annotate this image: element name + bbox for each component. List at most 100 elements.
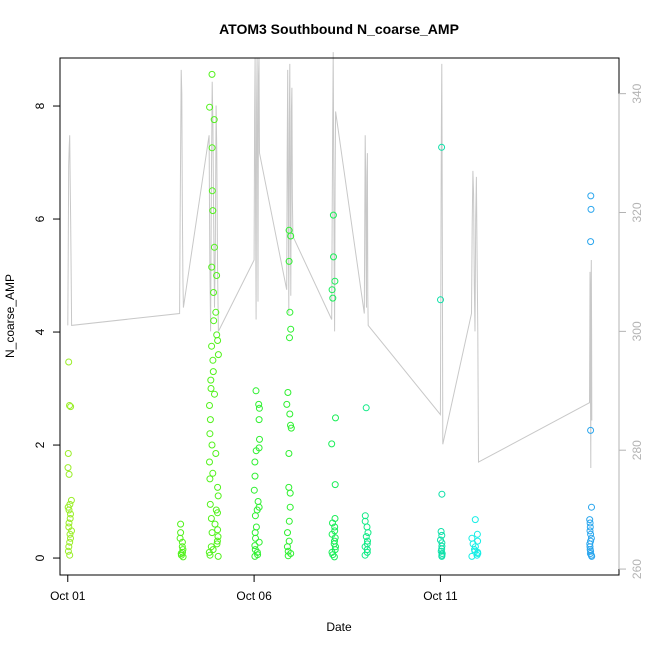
data-point: [255, 404, 263, 412]
data-point: [284, 552, 292, 560]
data-point: [208, 70, 216, 78]
x-axis-label: Date: [326, 620, 352, 634]
data-point: [586, 543, 594, 551]
data-point: [206, 458, 213, 466]
y-tick-label: 6: [33, 215, 47, 222]
data-point: [64, 450, 72, 457]
data-point: [473, 530, 481, 538]
data-point: [286, 308, 294, 316]
data-point: [176, 534, 184, 542]
data-point: [256, 435, 263, 443]
altitude-line: [67, 52, 593, 469]
data-point: [330, 253, 337, 261]
data-point: [251, 552, 259, 560]
y-tick-label: 2: [33, 441, 47, 448]
data-point: [210, 289, 217, 296]
data-point: [331, 277, 339, 285]
data-point: [255, 416, 263, 424]
data-point: [206, 103, 214, 111]
data-point: [68, 527, 75, 535]
data-point: [473, 551, 481, 559]
data-point: [214, 526, 222, 534]
data-point: [332, 414, 339, 422]
data-point: [67, 403, 75, 411]
data-point: [361, 512, 369, 520]
data-point: [364, 537, 371, 545]
data-point: [214, 351, 222, 359]
data-point: [206, 500, 214, 508]
data-point: [331, 481, 339, 489]
data-point: [67, 534, 74, 542]
data-point: [586, 516, 594, 524]
data-point: [179, 553, 187, 561]
data-point: [214, 509, 221, 517]
data-point: [208, 144, 216, 152]
altitude-series: [67, 52, 593, 469]
data-point: [587, 192, 595, 200]
data-point: [438, 531, 446, 539]
data-point: [213, 540, 221, 548]
data-point: [287, 232, 295, 240]
data-point: [438, 143, 446, 151]
data-point: [213, 537, 221, 545]
x-tick-label: Oct 11: [423, 589, 458, 603]
data-point: [252, 523, 260, 531]
data-point: [328, 286, 336, 294]
chart-title: ATOM3 Southbound N_coarse_AMP: [219, 21, 459, 37]
data-point: [587, 547, 595, 555]
data-point: [177, 551, 185, 559]
data-point: [67, 496, 75, 504]
data-point: [211, 520, 219, 528]
y2-tick-label: 300: [630, 321, 644, 341]
data-point: [210, 243, 218, 251]
data-point: [208, 187, 216, 195]
data-point: [213, 272, 221, 279]
data-point: [209, 469, 217, 477]
data-point: [66, 402, 73, 409]
data-point: [214, 483, 222, 491]
data-point: [67, 510, 74, 518]
data-point: [285, 450, 293, 457]
y-axis-label: N_coarse_AMP: [3, 274, 17, 358]
data-point: [66, 538, 74, 546]
data-point: [214, 337, 222, 344]
data-point: [285, 517, 293, 525]
data-point: [285, 483, 293, 491]
data-point: [66, 515, 74, 522]
data-point: [64, 503, 72, 511]
data-point: [587, 426, 595, 434]
data-point: [587, 530, 595, 538]
data-point: [206, 430, 214, 438]
data-point: [177, 529, 185, 537]
data-point: [471, 516, 479, 524]
data-point: [586, 523, 594, 531]
data-point: [254, 498, 262, 505]
data-point: [214, 492, 222, 500]
data-point: [361, 551, 369, 559]
data-point: [328, 440, 336, 448]
data-point: [251, 472, 259, 480]
data-point: [586, 519, 594, 527]
data-point: [362, 533, 370, 541]
data-point: [206, 551, 214, 559]
data-point: [64, 464, 72, 472]
data-point: [208, 529, 216, 537]
data-point: [286, 489, 294, 497]
y-tick-label: 0: [33, 554, 47, 561]
data-point: [285, 537, 293, 545]
data-point: [65, 519, 73, 527]
data-point: [284, 389, 292, 396]
data-point: [252, 387, 260, 395]
data-point: [209, 207, 217, 215]
data-point: [65, 470, 73, 478]
x-tick-label: Oct 06: [236, 589, 272, 603]
data-point: [468, 552, 476, 560]
data-point: [286, 334, 293, 342]
y2-tick-label: 340: [630, 83, 644, 103]
data-point: [213, 331, 221, 339]
data-point: [437, 528, 445, 535]
y2-tick-label: 320: [630, 202, 644, 222]
data-point: [255, 538, 263, 546]
data-point: [207, 376, 215, 384]
